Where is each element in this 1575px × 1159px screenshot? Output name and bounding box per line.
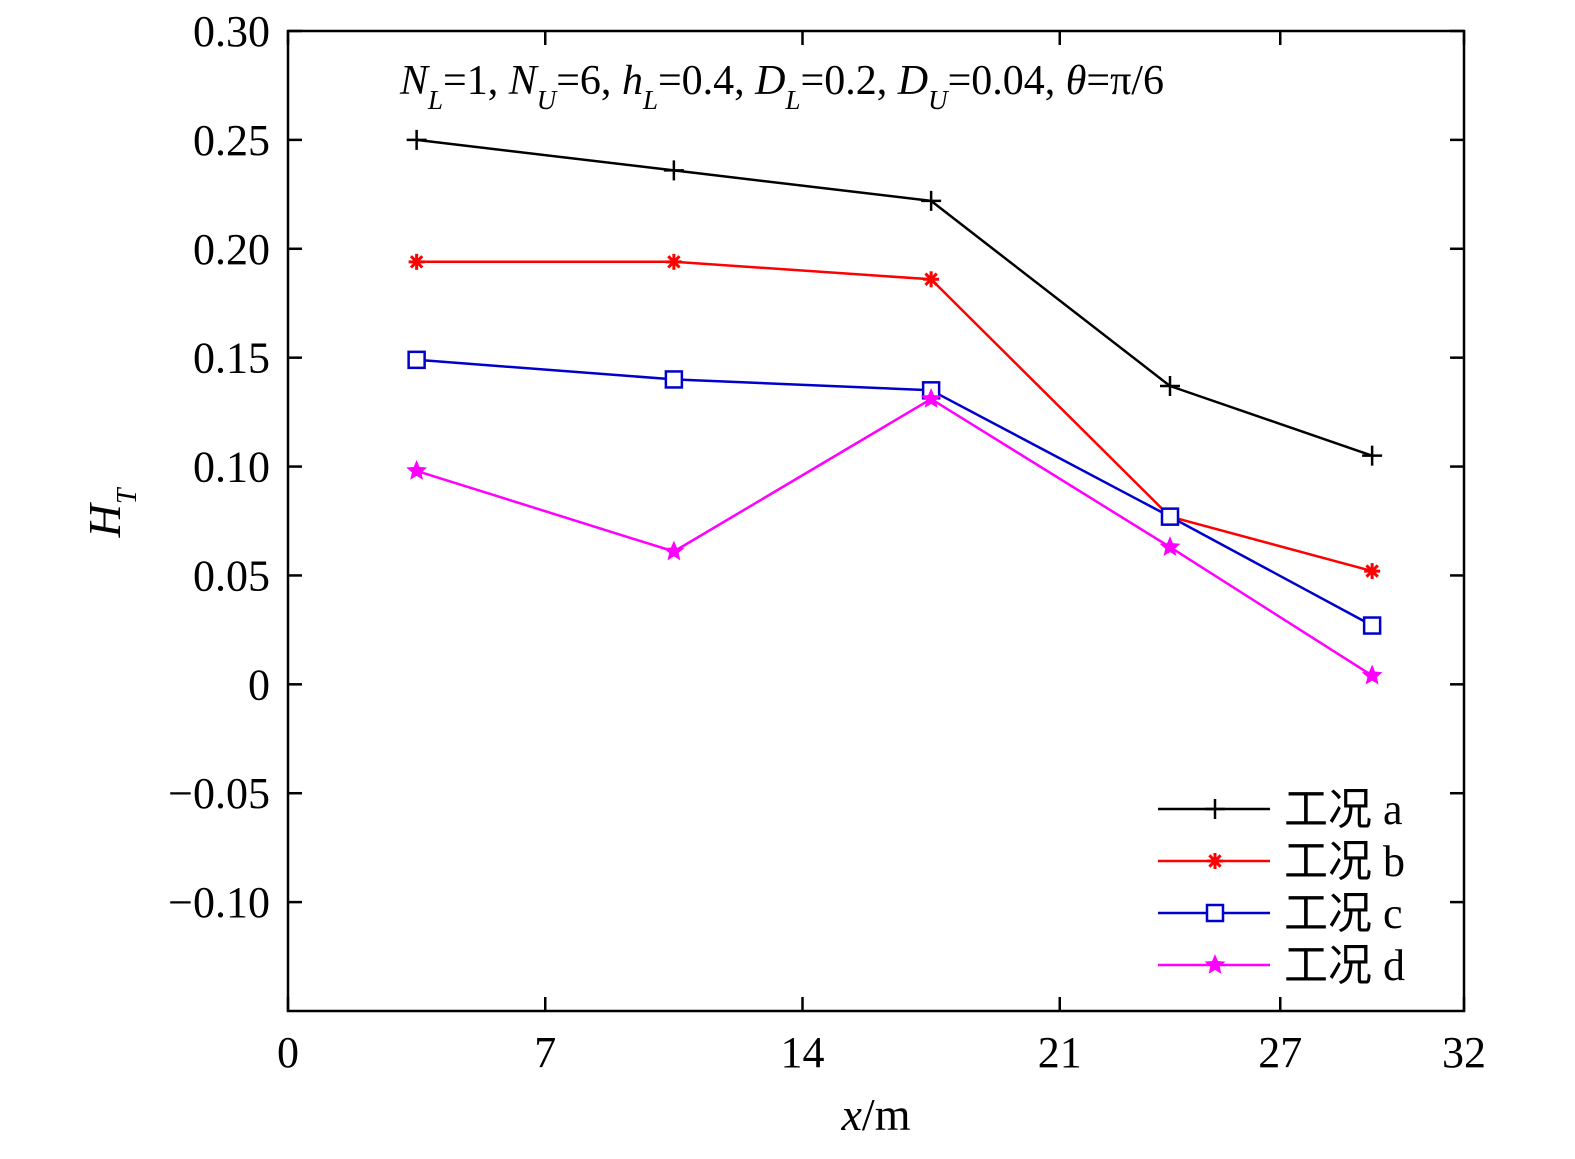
annotation-part: L [642, 85, 658, 115]
y-tick-label: 0 [248, 660, 270, 709]
x-tick-label: 32 [1442, 1028, 1486, 1077]
legend-label: 工况 d [1284, 941, 1405, 990]
x-tick-label: 21 [1038, 1028, 1082, 1077]
series-a [406, 129, 1383, 466]
y-tick-label: 0.25 [193, 116, 270, 165]
legend: 工况 a工况 b工况 c工况 d [1158, 785, 1405, 990]
marker-star [406, 459, 428, 480]
plot-frame [286, 29, 1466, 1013]
y-axis-subscript: T [112, 486, 143, 504]
series-line [416, 138, 1373, 457]
x-tick-label: 27 [1258, 1028, 1302, 1077]
y-axis-variable: H [79, 501, 130, 538]
x-tick-label: 14 [781, 1028, 825, 1077]
marker-asterisk [1208, 854, 1222, 868]
x-axis-label: x/m [841, 1089, 911, 1140]
legend-item: 工况 b [1158, 837, 1405, 886]
marker-star [1204, 954, 1226, 974]
chart-annotation: NL=1, NU=6, hL=0.4, DL=0.2, DU=0.04, θ=π… [399, 58, 1164, 115]
annotation-part: =6, [556, 58, 622, 104]
y-tick-label: −0.05 [168, 769, 270, 818]
marker-star [920, 388, 942, 408]
marker-asterisk [667, 255, 681, 269]
legend-label: 工况 c [1284, 889, 1403, 938]
annotation-part: D [754, 58, 785, 104]
series-d [406, 388, 1383, 685]
y-tick-label: 0.05 [193, 551, 270, 600]
y-tick-label: 0.10 [193, 443, 270, 492]
annotation-part: =0.04, [948, 58, 1066, 104]
x-tick-label: 7 [534, 1028, 556, 1077]
marker-star [1361, 664, 1383, 685]
annotation-part: U [537, 85, 558, 115]
ticks: 0 7 14 21 27 32 −0.10 −0.05 0 0.05 0.10 0.15 0.20 0.2… [168, 7, 1486, 1077]
annotation-part: θ [1066, 58, 1087, 104]
y-tick-label: 0.20 [193, 225, 270, 274]
annotation-part: D [897, 58, 928, 104]
series-line [416, 260, 1373, 573]
legend-label: 工况 b [1284, 837, 1405, 886]
annotation-part: h [622, 58, 643, 104]
series-line [416, 397, 1373, 677]
marker-star [1159, 536, 1181, 556]
y-tick-label: −0.10 [168, 878, 270, 927]
x-axis-unit: /m [862, 1089, 911, 1140]
x-tick-label: 0 [277, 1028, 299, 1077]
marker-asterisk [409, 255, 424, 269]
series-c [407, 350, 1382, 635]
marker-star [663, 540, 685, 561]
legend-item: 工况 a [1158, 785, 1403, 834]
series-layer [406, 129, 1383, 685]
annotation-part: U [928, 85, 949, 115]
marker-asterisk [1365, 564, 1379, 578]
annotation-part: =0.2, [801, 58, 898, 104]
legend-item: 工况 c [1158, 889, 1403, 938]
legend-item: 工况 d [1158, 941, 1405, 990]
x-axis-variable: x [841, 1089, 863, 1140]
legend-label: 工况 a [1284, 785, 1403, 834]
series-b [408, 253, 1381, 580]
y-tick-label: 0.30 [193, 7, 270, 56]
marker-square [1205, 903, 1225, 923]
annotation-part: L [427, 85, 443, 115]
annotation-part: N [508, 58, 539, 104]
marker-square [1362, 616, 1382, 635]
marker-square [1160, 507, 1180, 526]
y-tick-label: 0.15 [193, 334, 270, 383]
annotation-part: L [785, 85, 801, 115]
annotation-part: =0.4, [658, 58, 755, 104]
marker-square [407, 350, 426, 370]
annotation-part: =1, [443, 58, 509, 104]
annotation-part: N [399, 58, 430, 104]
marker-square [664, 370, 684, 389]
y-axis-label: HT [79, 486, 143, 538]
annotation-part: =π/6 [1086, 58, 1164, 104]
marker-asterisk [924, 272, 938, 286]
